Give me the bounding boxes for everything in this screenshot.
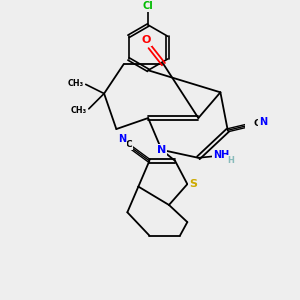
Text: NH: NH xyxy=(213,150,229,160)
Text: N: N xyxy=(157,145,166,155)
Text: H: H xyxy=(227,156,234,165)
Text: O: O xyxy=(141,35,150,45)
Text: CH₃: CH₃ xyxy=(67,79,83,88)
Text: S: S xyxy=(190,178,197,188)
Text: Cl: Cl xyxy=(143,1,154,11)
Text: N: N xyxy=(118,134,126,145)
Text: CH₃: CH₃ xyxy=(70,106,86,115)
Text: N: N xyxy=(259,117,267,127)
Text: C: C xyxy=(253,119,260,128)
Text: C: C xyxy=(125,140,132,149)
